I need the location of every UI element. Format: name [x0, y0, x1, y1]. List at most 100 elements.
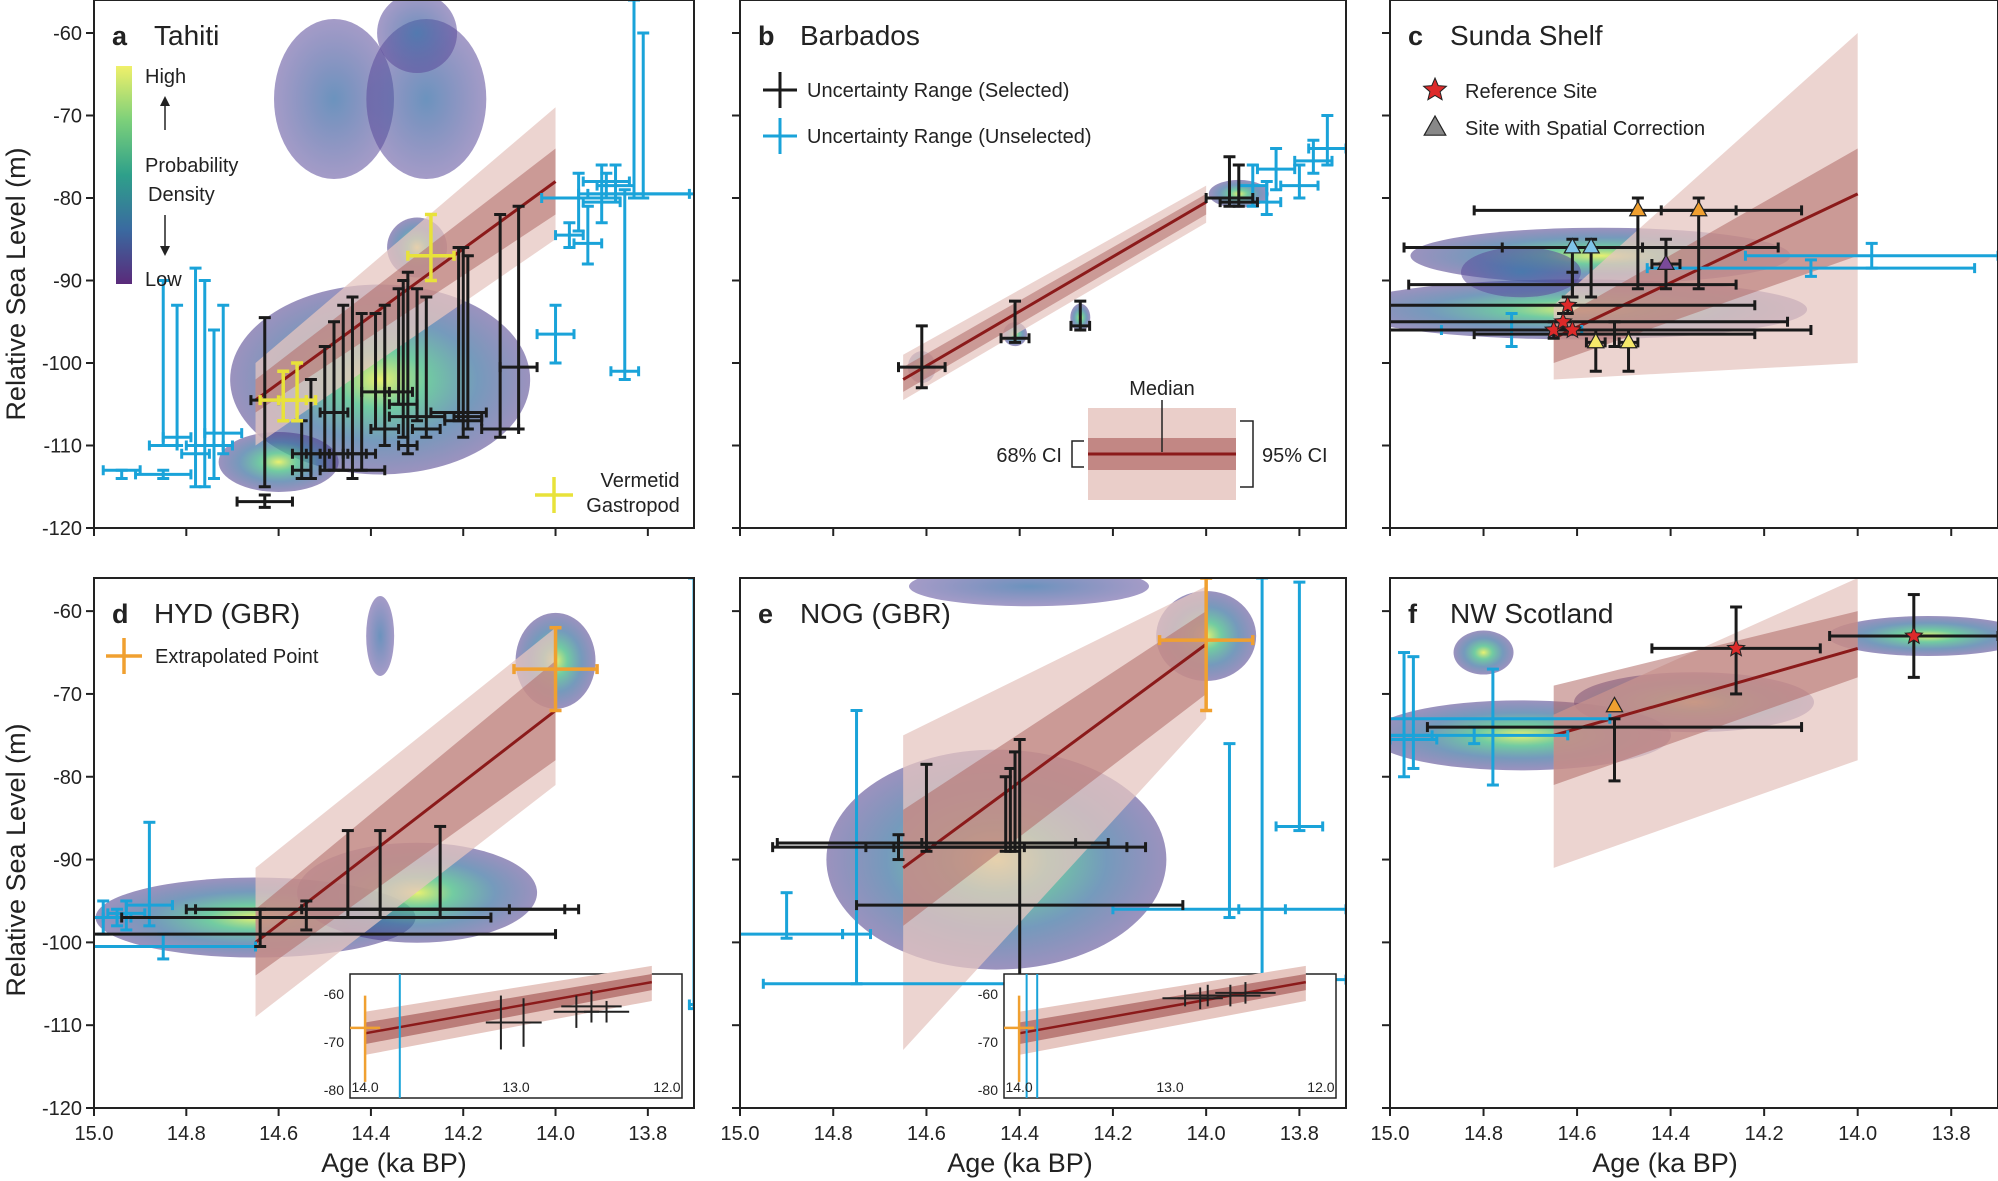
uncertainty-legend-symbol — [763, 72, 797, 108]
reference-site-legend-label: Reference Site — [1465, 81, 1597, 103]
ci68-legend-label: 68% CI — [996, 445, 1062, 467]
panel-letter: a — [112, 21, 128, 51]
unselected-point — [687, 578, 694, 1011]
spatial-correction-triangle — [1628, 200, 1648, 217]
uncertainty-legend-label: Uncertainty Range (Selected) — [807, 80, 1069, 102]
x-tick-label: 14.6 — [259, 1123, 298, 1145]
x-axis-title-e: Age (ka BP) — [947, 1148, 1093, 1178]
selected-point — [498, 204, 539, 431]
density-cloud — [377, 0, 458, 73]
panel-f-nw-scotland: 15.0 14.8 14.6 14.4 14.2 14.0 13.8 f NW Scotland — [1371, 577, 1998, 1145]
x-tick-label: 15.0 — [75, 1123, 114, 1145]
panel-letter: d — [112, 599, 129, 629]
median-line — [902, 200, 1207, 381]
y-tick-label: -70 — [53, 684, 82, 706]
ci95-legend-label: 95% CI — [1262, 445, 1328, 467]
x-tick-label: 14.2 — [1093, 1123, 1132, 1145]
inset-ci68-band — [365, 974, 652, 1045]
selected-point — [896, 324, 947, 390]
plot-area — [740, 578, 1346, 1051]
extrapolated-point — [512, 625, 599, 713]
panel-letter: c — [1408, 21, 1423, 51]
colorbar-high-label: High — [145, 66, 186, 88]
selected-point — [999, 299, 1031, 344]
reference-site-star — [1726, 638, 1746, 657]
selected-point — [300, 824, 581, 920]
x-tick-label: 14.8 — [1464, 1123, 1503, 1145]
inset-x-tick-label: 14.0 — [1005, 1079, 1032, 1095]
panel-d-hyd-gbr: -60 -70 -80 -90 -100 -110 -120 15.0 14.8 14.6 14.4… — [42, 577, 695, 1145]
panel-frame — [739, 0, 1347, 529]
inset-median-line — [364, 980, 653, 1035]
y-tick-label: -70 — [53, 106, 82, 128]
selected-point — [1425, 717, 1804, 783]
x-tick-label: 13.8 — [1280, 1123, 1319, 1145]
unselected-point — [1111, 742, 1346, 920]
density-cloud — [366, 595, 395, 676]
x-tick-label: 14.0 — [1187, 1123, 1226, 1145]
inset-y-tick-label: -70 — [978, 1034, 998, 1050]
ci68-band — [903, 193, 1207, 392]
selected-point — [452, 254, 484, 431]
reference-site-star — [1562, 319, 1583, 339]
inset-x-tick-label: 13.0 — [1156, 1079, 1183, 1095]
inset-selected-point — [1177, 987, 1223, 1010]
selected-point — [1218, 163, 1259, 208]
panel-b-barbados: b Barbados Uncertainty Range (Selected) Unc… — [732, 0, 1347, 536]
y-tick-label: -120 — [42, 518, 82, 540]
unselected-point — [1307, 114, 1346, 167]
ci95-bracket — [1240, 420, 1254, 488]
median-line — [1553, 646, 1859, 737]
spatial-correction-legend-label: Site with Spatial Correction — [1465, 118, 1705, 140]
unselected-point — [124, 820, 174, 928]
uncertainty-legend-label: Uncertainty Range (Unselected) — [807, 126, 1092, 148]
y-tick-label: -60 — [53, 23, 82, 45]
density-cloud — [1460, 247, 1581, 298]
panel-a-tahiti: -60 -70 -80 -90 -100 -110 -120 a Tahiti High Proba… — [42, 0, 695, 540]
inset-y-tick-label: -70 — [324, 1034, 344, 1050]
plot-area — [1390, 578, 1998, 868]
inset-x-tick-label: 14.0 — [351, 1079, 378, 1095]
vermetid-point — [406, 212, 456, 283]
unselected-point — [740, 891, 845, 940]
x-tick-label: 14.0 — [536, 1123, 575, 1145]
x-axis-title-f: Age (ka BP) — [1592, 1148, 1738, 1178]
ci68-band — [255, 660, 556, 976]
vermetid-legend-symbol — [535, 477, 573, 513]
x-tick-label: 14.4 — [351, 1123, 390, 1145]
inset-y-tick-label: -60 — [978, 986, 998, 1002]
plot-area — [101, 0, 694, 509]
spatial-correction-triangle — [1563, 237, 1582, 254]
unselected-point — [577, 0, 691, 200]
reference-site-star — [1557, 295, 1578, 314]
vermetid-legend-line1: Vermetid — [601, 470, 680, 492]
unselected-point — [134, 468, 193, 480]
inset-y-tick-label: -80 — [324, 1082, 344, 1098]
x-tick-label: 14.6 — [907, 1123, 946, 1145]
y-tick-label: -90 — [53, 271, 82, 293]
panel-frame — [739, 577, 1347, 1109]
panel-letter: f — [1408, 599, 1418, 629]
plot-area — [94, 578, 694, 1017]
colorbar-low-label: Low — [145, 269, 182, 291]
y-axis-title-top: Relative Sea Level (m) — [1, 147, 31, 420]
colorbar-label-line1: Probability — [145, 155, 238, 177]
unselected-point — [1645, 258, 1977, 278]
y-tick-label: -110 — [43, 436, 82, 458]
x-tick-label: 14.2 — [444, 1123, 483, 1145]
inset-selected-point — [1200, 984, 1261, 1007]
spatial-correction-legend-triangle — [1423, 114, 1447, 136]
density-cloud — [218, 432, 339, 492]
panel-frame — [93, 577, 695, 1109]
unselected-point — [535, 303, 576, 365]
median-line — [1553, 192, 1859, 340]
x-tick-label: 13.8 — [628, 1123, 667, 1145]
selected-point — [410, 295, 442, 439]
inset-selected-point — [505, 998, 542, 1047]
x-tick-label: 14.0 — [1838, 1123, 1877, 1145]
spatial-correction-triangle — [1586, 332, 1605, 349]
panel-frame — [1389, 577, 1998, 1109]
x-tick-label: 14.8 — [814, 1123, 853, 1145]
spatial-correction-triangle — [1605, 696, 1624, 713]
panel-title: NOG (GBR) — [800, 598, 951, 629]
